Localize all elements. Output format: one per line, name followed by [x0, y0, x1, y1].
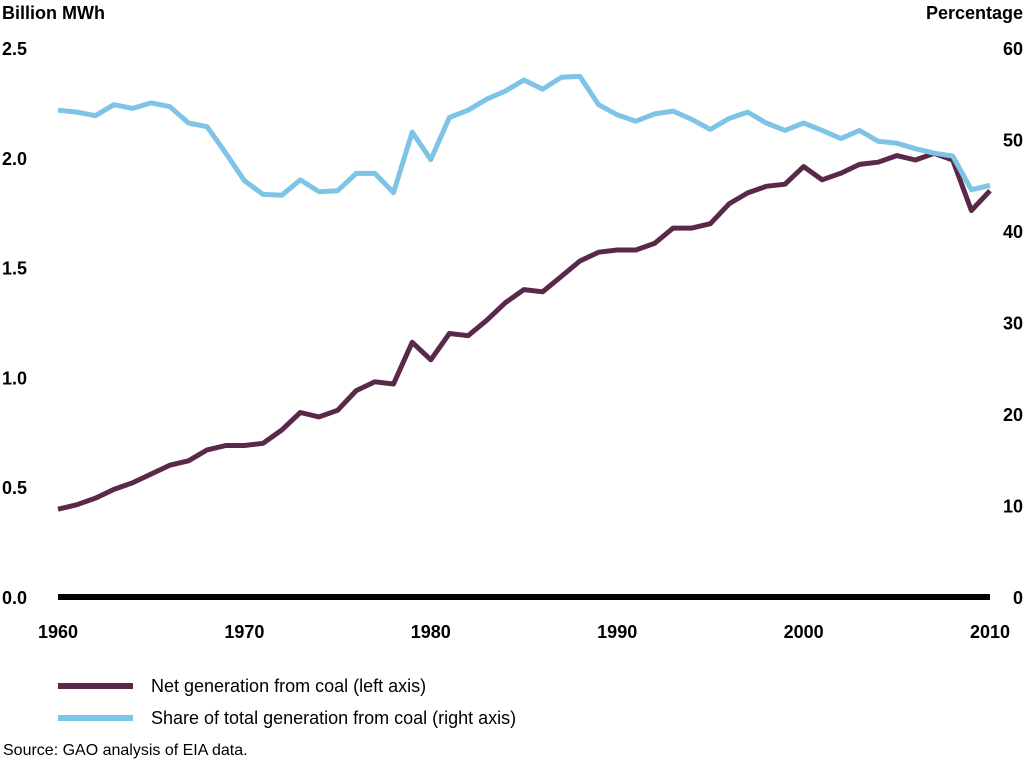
right-tick-label: 0 — [1013, 588, 1023, 608]
legend-label-net-generation: Net generation from coal (left axis) — [151, 675, 427, 696]
source-note: Source: GAO analysis of EIA data. — [3, 742, 248, 759]
left-tick-label: 1.0 — [2, 368, 27, 388]
right-tick-label: 30 — [1003, 314, 1023, 334]
right-tick-label: 10 — [1003, 497, 1023, 517]
series-line-net-generation — [57, 150, 992, 512]
right-tick-label: 60 — [1003, 39, 1023, 59]
x-tick-label: 1970 — [224, 622, 264, 642]
left-axis-title: Billion MWh — [2, 3, 105, 23]
right-tick-label: 40 — [1003, 222, 1023, 242]
right-axis-title: Percentage — [926, 3, 1023, 23]
x-tick-label: 1980 — [411, 622, 451, 642]
x-tick-label: 2010 — [970, 622, 1010, 642]
line-chart: Billion MWh Percentage 0.0 0.5 1.0 1.5 2.0 2.5 0… — [2, 3, 1023, 642]
series-line-coal-share — [57, 73, 991, 198]
x-tick-label: 1990 — [597, 622, 637, 642]
legend: Net generation from coal (left axis) Sha… — [58, 670, 516, 734]
legend-swatch-net-generation — [58, 683, 133, 689]
legend-item-coal-share: Share of total generation from coal (rig… — [58, 702, 516, 734]
left-tick-label: 2.5 — [2, 39, 27, 59]
legend-swatch-coal-share — [58, 715, 133, 721]
left-tick-label: 0.0 — [2, 588, 27, 608]
legend-item-net-generation: Net generation from coal (left axis) — [58, 670, 516, 702]
left-tick-label: 0.5 — [2, 478, 27, 498]
left-tick-label: 2.0 — [2, 149, 27, 169]
left-tick-label: 1.5 — [2, 259, 27, 279]
legend-label-coal-share: Share of total generation from coal (rig… — [151, 707, 517, 728]
right-tick-label: 50 — [1003, 131, 1023, 151]
x-tick-label: 2000 — [784, 622, 824, 642]
x-tick-label: 1960 — [38, 622, 78, 642]
right-tick-label: 20 — [1003, 405, 1023, 425]
